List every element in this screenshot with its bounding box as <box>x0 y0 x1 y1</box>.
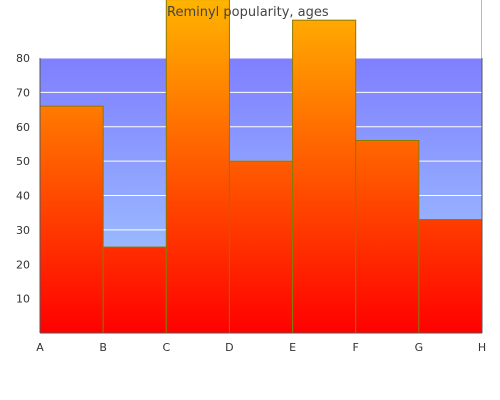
y-tick-label: 60 <box>16 121 30 134</box>
x-tick-label: D <box>225 341 233 354</box>
y-tick-label: 20 <box>16 258 30 271</box>
x-tick-label: A <box>36 341 44 354</box>
chart-title: Reminyl popularity, ages <box>167 5 329 20</box>
area-step-g <box>418 219 482 333</box>
y-tick-label: 50 <box>16 155 30 168</box>
area-step-f <box>355 140 420 333</box>
area-step-a <box>39 105 104 333</box>
x-tick-labels: A B C D E F G H <box>36 341 486 354</box>
y-tick-label: 30 <box>16 224 30 237</box>
area-series <box>39 0 482 333</box>
x-tick-label: B <box>99 341 107 354</box>
area-step-b <box>102 246 167 333</box>
x-tick-label: C <box>162 341 170 354</box>
y-tick-labels: 10 20 30 40 50 60 70 80 <box>16 52 30 306</box>
x-tick-label: G <box>415 341 424 354</box>
x-tick-label: E <box>289 341 296 354</box>
y-tick-label: 70 <box>16 86 30 99</box>
area-step-e <box>292 19 357 333</box>
x-tick-label: F <box>353 341 359 354</box>
y-tick-label: 10 <box>16 293 30 306</box>
area-step-c <box>165 0 230 333</box>
y-tick-label: 40 <box>16 190 30 203</box>
x-tick-label: H <box>478 341 486 354</box>
y-tick-label: 80 <box>16 52 30 65</box>
area-step-d <box>228 160 294 333</box>
